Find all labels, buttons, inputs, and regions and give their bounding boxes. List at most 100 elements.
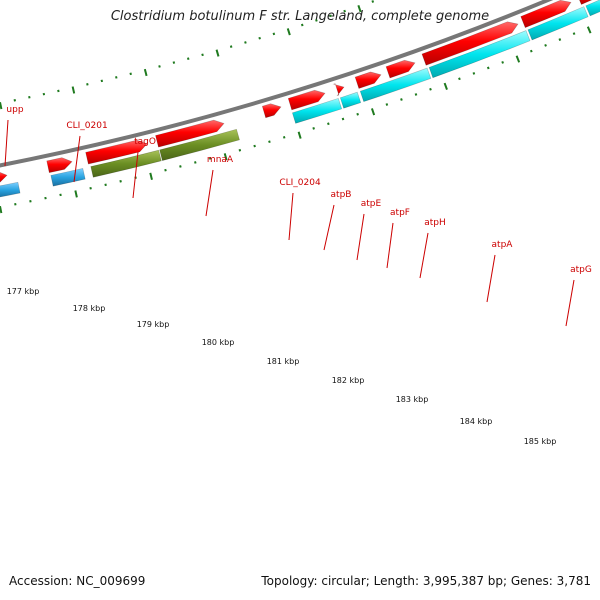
tick-minor <box>253 144 256 148</box>
cds-arrow-10 <box>421 21 519 66</box>
tick-minor <box>300 23 304 27</box>
gene-label: atpA <box>492 240 514 250</box>
tick-minor <box>486 66 490 70</box>
gene-leader-line <box>486 254 496 303</box>
tick-minor <box>208 157 212 160</box>
cds-arrow-3 <box>85 139 148 165</box>
tick-minor <box>179 165 182 168</box>
genome-backbone <box>0 0 554 168</box>
tick-minor <box>327 122 330 126</box>
gene-leader-line <box>565 279 575 327</box>
tick-minor <box>501 61 504 64</box>
tick-minor <box>282 135 286 139</box>
tick-minor <box>119 179 122 183</box>
tick-minor <box>529 49 533 53</box>
tick-minor <box>544 43 547 47</box>
gene-label: atpB <box>331 190 352 200</box>
tick-major <box>586 26 592 34</box>
tick-minor <box>201 53 204 57</box>
gene-label: CLI_0204 <box>279 178 321 188</box>
tick-minor <box>229 45 233 48</box>
cds-arrow-8 <box>354 71 382 89</box>
tick-minor <box>329 14 332 18</box>
backbone-arc <box>0 0 554 168</box>
tick-major <box>74 190 78 198</box>
gene-leader-line <box>419 232 429 279</box>
tick-minor <box>164 168 167 172</box>
kbp-tick-label: 183 kbp <box>396 395 429 404</box>
kbp-tick-label: 182 kbp <box>332 376 365 385</box>
cds-arrow-6 <box>287 89 326 111</box>
gene-leader-line <box>4 119 9 167</box>
feature-bar-atpG <box>527 6 589 41</box>
tick-minor <box>371 0 375 3</box>
tick-major <box>149 172 153 180</box>
tick-minor <box>429 87 432 91</box>
tick-minor <box>172 61 176 64</box>
tick-major <box>0 102 3 110</box>
cds-arrow-9 <box>385 59 416 79</box>
gene-label: atpE <box>361 199 382 209</box>
feature-bar-CLI_0201 <box>50 168 86 187</box>
label-layer: upp CLI_0201 tagO mnaA CLI_0204 atpB atpE atpF a… <box>4 105 592 446</box>
tick-row-bottom <box>0 0 375 110</box>
tick-minor <box>272 32 276 36</box>
gene-leader-line <box>386 222 394 269</box>
feature-bar-atpB <box>292 98 343 124</box>
kbp-tick-label: 181 kbp <box>267 357 300 366</box>
tick-major <box>297 131 302 139</box>
tick-minor <box>100 79 104 83</box>
gene-label: CLI_0201 <box>66 121 107 131</box>
tick-major <box>143 68 148 77</box>
tick-minor <box>341 117 345 121</box>
tick-major <box>286 28 291 36</box>
cds-arrow-2 <box>46 157 73 174</box>
gene-label: atpG <box>570 265 592 275</box>
tick-minor <box>268 140 271 144</box>
feature-bar-tagO <box>90 149 162 178</box>
map-title: Clostridium botulinum F str. Langeland, … <box>110 9 490 24</box>
feature-track <box>0 0 600 198</box>
gene-label: mnaA <box>207 155 234 165</box>
gene-leader-line <box>356 213 365 261</box>
tick-minor <box>115 76 118 79</box>
cds-arrow-7 <box>332 83 345 97</box>
tick-minor <box>343 9 346 13</box>
kbp-tick-label: 177 kbp <box>7 287 40 296</box>
tick-major <box>357 4 362 13</box>
cds-arrow-5 <box>261 103 282 119</box>
tick-major <box>0 205 3 214</box>
feature-bar-mnaA <box>159 128 240 161</box>
kbp-tick-label: 178 kbp <box>73 304 106 313</box>
feature-bar-upp <box>0 181 21 198</box>
gene-label: atpH <box>424 218 446 228</box>
genome-stats-label: Topology: circular; Length: 3,995,387 bp… <box>261 574 591 588</box>
kbp-tick-label: 179 kbp <box>137 320 170 329</box>
tick-minor <box>558 38 562 41</box>
tick-minor <box>458 77 461 81</box>
gene-leader-line <box>132 151 139 199</box>
gene-leader-line <box>205 169 214 217</box>
cds-arrow-1 <box>0 172 8 183</box>
tick-minor <box>186 57 190 61</box>
gene-label: atpF <box>390 208 410 218</box>
tick-minor <box>258 36 261 40</box>
gene-leader-line <box>73 135 81 183</box>
tick-major <box>443 82 448 90</box>
cds-arrow-11 <box>520 0 572 29</box>
tick-minor <box>472 72 476 75</box>
tick-minor <box>400 98 403 101</box>
kbp-tick-label: 185 kbp <box>524 437 557 446</box>
feature-bar-atpH-atpA <box>428 30 531 79</box>
cds-arrow-12 <box>579 0 593 5</box>
tick-major <box>215 49 220 57</box>
cds-arrow-4 <box>155 119 225 148</box>
gene-leader-line <box>323 204 335 251</box>
tick-minor <box>194 161 197 164</box>
tick-minor <box>158 65 161 68</box>
tick-major <box>370 108 376 116</box>
feature-bar-atpE <box>339 91 362 109</box>
tick-minor <box>86 83 89 86</box>
gene-label: upp <box>6 105 23 115</box>
